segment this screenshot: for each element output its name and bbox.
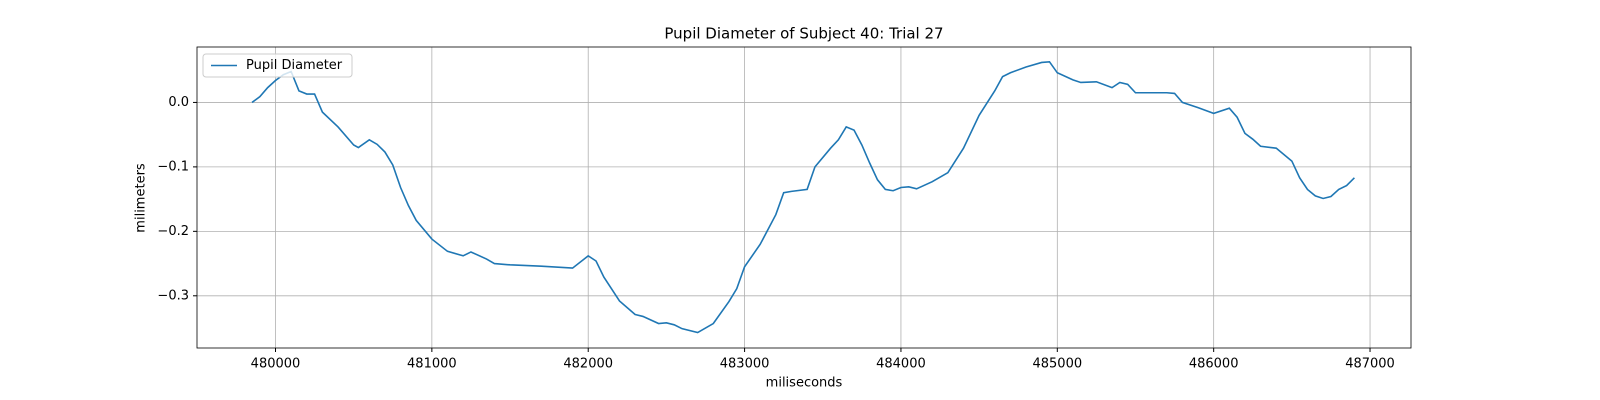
- x-tick-label: 484000: [876, 357, 926, 372]
- x-tick-label: 485000: [1032, 357, 1082, 372]
- y-axis-label: milimeters: [134, 163, 149, 233]
- plot-frame: [196, 46, 1412, 349]
- x-tick-label: 481000: [407, 357, 457, 372]
- legend-label: Pupil Diameter: [246, 58, 343, 73]
- x-tick-label: 482000: [563, 357, 613, 372]
- y-tick-label: −0.2: [157, 224, 189, 239]
- x-axis-label: miliseconds: [766, 376, 843, 391]
- chart-title: Pupil Diameter of Subject 40: Trial 27: [664, 25, 943, 43]
- x-tick-label: 487000: [1345, 357, 1395, 372]
- data-line: [251, 60, 1355, 334]
- x-tick-label: 480000: [251, 357, 301, 372]
- legend-box: [202, 53, 353, 78]
- x-tick-label: 486000: [1189, 357, 1239, 372]
- y-tick-label: −0.1: [157, 159, 189, 174]
- x-tick-label: 483000: [720, 357, 770, 372]
- y-tick-label: 0.0: [168, 95, 189, 110]
- y-tick-label: −0.3: [157, 288, 189, 303]
